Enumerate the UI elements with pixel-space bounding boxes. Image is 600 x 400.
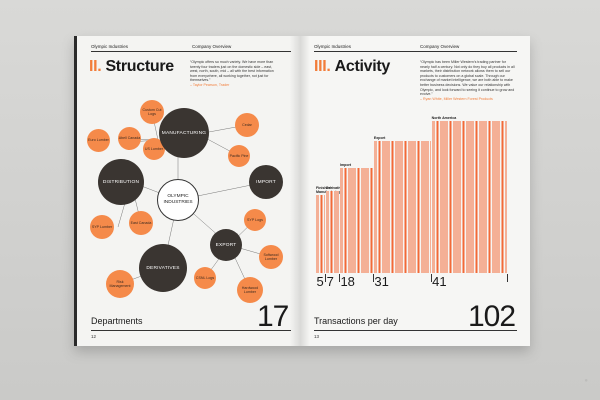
node-distribution: DISTRIBUTION — [98, 159, 144, 205]
left-section-number: II. — [89, 58, 102, 75]
node-softwood-lumber: Softwood Lumber — [259, 245, 283, 269]
left-header-section: Company Overview — [192, 44, 232, 49]
right-quote-attribution: – Ryan White, Miller Western Forest Prod… — [420, 96, 493, 101]
right-footer-rule — [314, 330, 517, 331]
node-abell-canada: Abell Canada — [118, 127, 141, 150]
chart-value-label: 31 — [374, 273, 389, 289]
right-header-rule — [314, 51, 517, 52]
node-manufacturing: MANUFACTURING — [159, 108, 209, 158]
chart-bar — [339, 168, 373, 273]
chart-category-label: Import — [339, 163, 352, 168]
right-header-title: Olympic Industries — [314, 44, 352, 49]
left-section-name: Structure — [105, 58, 174, 75]
chart-value-label: 7 — [326, 273, 334, 289]
left-page: Olympic Industries Company Overview II. S… — [74, 36, 300, 346]
left-footer-label: Departments — [91, 316, 143, 326]
left-footer-rule — [91, 330, 291, 331]
left-header-rule — [91, 51, 291, 52]
left-page-number: 12 — [91, 334, 97, 339]
chart-value-label: 5 — [316, 273, 324, 289]
node-us-lumber: US Lumber — [143, 138, 165, 160]
node-olympic-industries: OLYMPIC INDUSTRIES — [157, 179, 199, 221]
chart-category-label: North America — [431, 116, 457, 120]
left-quote-attribution: – Taylor Pearson, Trader — [190, 82, 230, 87]
node-import: IMPORT — [249, 165, 283, 199]
watermark-mark: ● — [584, 378, 588, 384]
spine-shadow-right — [300, 36, 310, 346]
node-syp-logs: SYP Logs — [244, 209, 266, 231]
right-footer-label: Transactions per day — [314, 316, 398, 326]
node-derivatives: DERIVATIVES — [139, 244, 187, 292]
chart-bar — [431, 121, 507, 273]
chart-value-label: 18 — [340, 273, 355, 289]
left-quote-text: “Olympic offers so much variety. We have… — [190, 60, 274, 83]
right-page: Olympic Industries Company Overview III.… — [300, 36, 530, 346]
left-page-edge — [74, 36, 77, 346]
right-footer-number: 102 — [468, 300, 516, 333]
node-custom-cut-logs: Custom Cut Logs — [140, 100, 164, 124]
right-section-title: III. Activity — [314, 58, 390, 76]
chart-value-rule — [506, 274, 508, 282]
left-header-title: Olympic Industries — [91, 44, 129, 49]
node-pacific-pine: Pacific Pine — [228, 145, 250, 167]
chart-category-label: Derivatives — [326, 185, 346, 190]
left-quote: “Olympic offers so much variety. We have… — [190, 60, 280, 88]
node-euro-lumber: Euro Lumber — [87, 129, 110, 152]
node-risk-management: Risk Management — [106, 270, 134, 298]
node-export: EXPORT — [210, 229, 242, 261]
left-section-title: II. Structure — [89, 58, 174, 76]
right-quote: “Olympic has been Miller Western’s tradi… — [420, 60, 516, 101]
chart-bar — [373, 141, 431, 273]
node-hardwood-lumber: Hardwood Lumber — [237, 277, 263, 303]
chart-bar — [326, 190, 339, 273]
node-csnl-logs: CSNL Logs — [194, 267, 216, 289]
chart-value-rule — [430, 274, 432, 282]
left-footer-number: 17 — [257, 300, 289, 333]
node-syp-lumber: SYP Lumber — [90, 215, 114, 239]
right-section-number: III. — [314, 58, 331, 75]
right-header-section: Company Overview — [420, 44, 460, 49]
right-section-name: Activity — [334, 58, 391, 75]
chart-bar — [316, 194, 326, 273]
node-east-canada: East Canada — [129, 211, 153, 235]
right-quote-text: “Olympic has been Miller Western’s tradi… — [420, 60, 515, 97]
chart-value-label: 41 — [432, 273, 447, 289]
chart-value-rule — [338, 274, 340, 282]
node-cedar: Cedar — [235, 113, 259, 137]
chart-category-label: Export — [373, 136, 386, 141]
right-page-number: 13 — [314, 334, 320, 339]
chart-value-rule — [325, 274, 326, 282]
spine-shadow-left — [290, 36, 300, 346]
chart-value-rule — [372, 274, 374, 282]
